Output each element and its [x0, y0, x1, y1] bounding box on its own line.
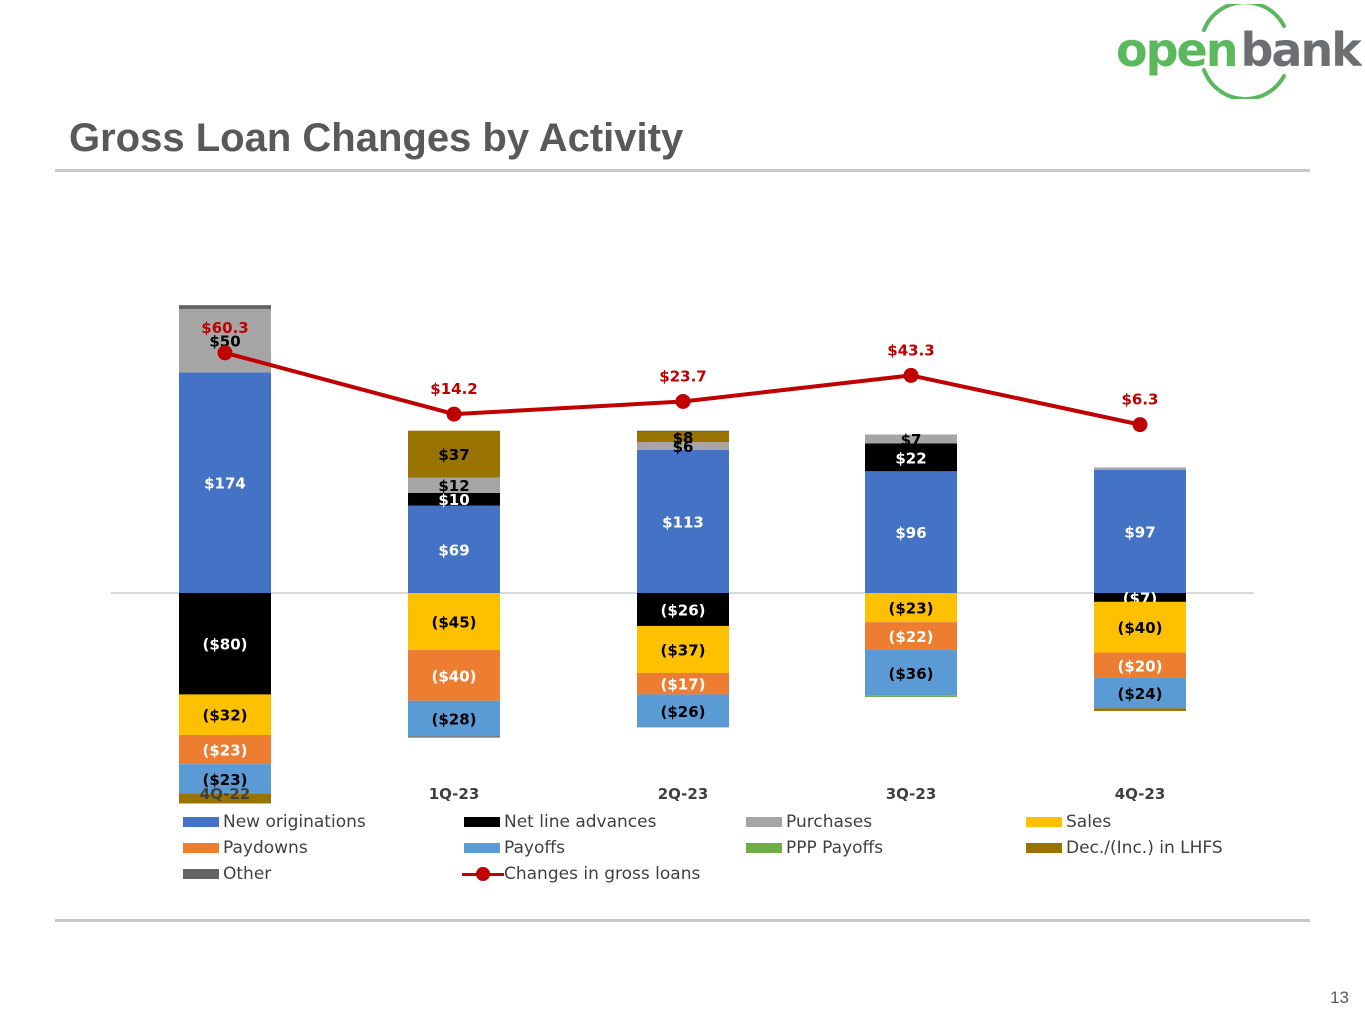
bar-label: ($80)	[202, 636, 247, 654]
bar-segment-net-line-advances-2	[637, 593, 729, 626]
bar-label: ($22)	[888, 628, 933, 646]
line-data-label: $14.2	[430, 380, 477, 398]
bar-segment-payoffs-0	[179, 764, 271, 794]
openbank-logo: openbank	[1116, 4, 1362, 99]
bar-segment-payoffs-3	[865, 650, 957, 696]
bar-label: ($20)	[1117, 657, 1162, 675]
bar-label: $12	[438, 477, 469, 495]
bar-label: $7	[901, 431, 922, 449]
footer-divider	[55, 919, 1310, 922]
bar-segment-net-line-advances-1	[408, 492, 500, 506]
bar-label: $10	[438, 491, 469, 509]
bar-label: ($28)	[431, 711, 476, 729]
bar-label: ($32)	[202, 707, 247, 725]
bar-label: ($17)	[660, 676, 705, 694]
bar-segment-payoffs-4	[1094, 677, 1186, 709]
logo-text-open: open	[1116, 23, 1236, 77]
bar-segment-dec-inc-in-lhfs-4	[1094, 708, 1186, 711]
line-data-label: $23.7	[659, 367, 706, 385]
bar-segment-payoffs-1	[408, 700, 500, 737]
bar-label: $113	[662, 513, 704, 531]
logo-arc-bottom-icon	[1202, 68, 1286, 99]
bar-label: ($40)	[1117, 619, 1162, 637]
svg-text:openbank: openbank	[1116, 23, 1362, 77]
bar-segment-other-2	[637, 430, 729, 432]
bar-label: $37	[438, 446, 469, 464]
bar-label: $22	[895, 449, 926, 467]
logo-text-bank: bank	[1240, 23, 1362, 77]
line-point	[675, 393, 691, 409]
bar-segment-paydowns-0	[179, 735, 271, 765]
bar-segment-purchases-3	[865, 434, 957, 444]
line-data-label: $43.3	[887, 341, 934, 359]
category-tick-label: 2Q-23	[658, 785, 709, 803]
bar-segment-paydowns-3	[865, 622, 957, 651]
bar-segment-net-line-advances-0	[179, 593, 271, 695]
bar-segment-paydowns-2	[637, 672, 729, 695]
bar-label: $97	[1124, 524, 1155, 542]
line-point	[446, 406, 462, 422]
bar-segment-dec-inc-in-lhfs-2	[637, 431, 729, 443]
bar-segment-ppp-payoffs-3	[865, 695, 957, 697]
bar-label: $6	[673, 438, 694, 456]
bar-segment-sales-2	[637, 625, 729, 673]
line-point	[1132, 417, 1148, 433]
bar-label: ($26)	[660, 703, 705, 721]
bar-segment-other-1	[408, 736, 500, 738]
line-data-label: $6.3	[1121, 391, 1158, 409]
bar-segment-new-originations-4	[1094, 470, 1186, 593]
bar-label: ($23)	[202, 742, 247, 760]
bar-label: ($45)	[431, 614, 476, 632]
bar-segment-other-0	[179, 305, 271, 309]
bar-label: $96	[895, 524, 926, 542]
bar-segment-sales-0	[179, 694, 271, 736]
bar-segment-sales-3	[865, 593, 957, 623]
bar-label: ($37)	[660, 641, 705, 659]
line-point	[903, 367, 919, 383]
bar-segment-purchases-2	[637, 442, 729, 450]
bar-label: ($36)	[888, 665, 933, 683]
line-data-label: $60.3	[201, 319, 248, 337]
bar-label: $174	[204, 475, 246, 493]
title-divider	[55, 169, 1310, 172]
bar-label: $69	[438, 541, 469, 559]
bar-segment-dec-inc-in-lhfs-0	[179, 793, 271, 804]
bar-segment-payoffs-2	[637, 694, 729, 728]
bar-label: ($24)	[1117, 685, 1162, 703]
bar-segment-paydowns-4	[1094, 652, 1186, 678]
category-tick-label: 4Q-23	[1115, 785, 1166, 803]
bar-label: ($23)	[202, 771, 247, 789]
bar-segment-new-originations-3	[865, 471, 957, 593]
bar-label: ($40)	[431, 667, 476, 685]
bar-segment-new-originations-1	[408, 505, 500, 593]
bar-label: ($23)	[888, 600, 933, 618]
page-number: 13	[1330, 988, 1349, 1007]
bar-segment-net-line-advances-4	[1094, 593, 1186, 602]
changes-line	[224, 350, 1141, 427]
bar-label: ($26)	[660, 601, 705, 619]
line-point	[217, 345, 233, 361]
bar-segment-sales-1	[408, 593, 500, 651]
bar-segment-purchases-1	[408, 477, 500, 493]
bar-segment-new-originations-0	[179, 372, 271, 593]
bar-segment-sales-4	[1094, 601, 1186, 653]
bar-label: $50	[209, 333, 240, 351]
bar-segment-paydowns-1	[408, 650, 500, 701]
bar-segment-purchases-4	[1094, 467, 1186, 471]
bar-segment-new-originations-2	[637, 449, 729, 593]
bar-segment-net-line-advances-3	[865, 443, 957, 472]
bar-segment-dec-inc-in-lhfs-1	[408, 430, 500, 478]
category-tick-label: 3Q-23	[886, 785, 937, 803]
bar-label: $8	[673, 429, 694, 447]
page-title: Gross Loan Changes by Activity	[69, 116, 684, 160]
logo-arc-icon	[1202, 4, 1286, 32]
category-tick-label: 1Q-23	[429, 785, 480, 803]
category-tick-label: 4Q-22	[200, 785, 251, 803]
